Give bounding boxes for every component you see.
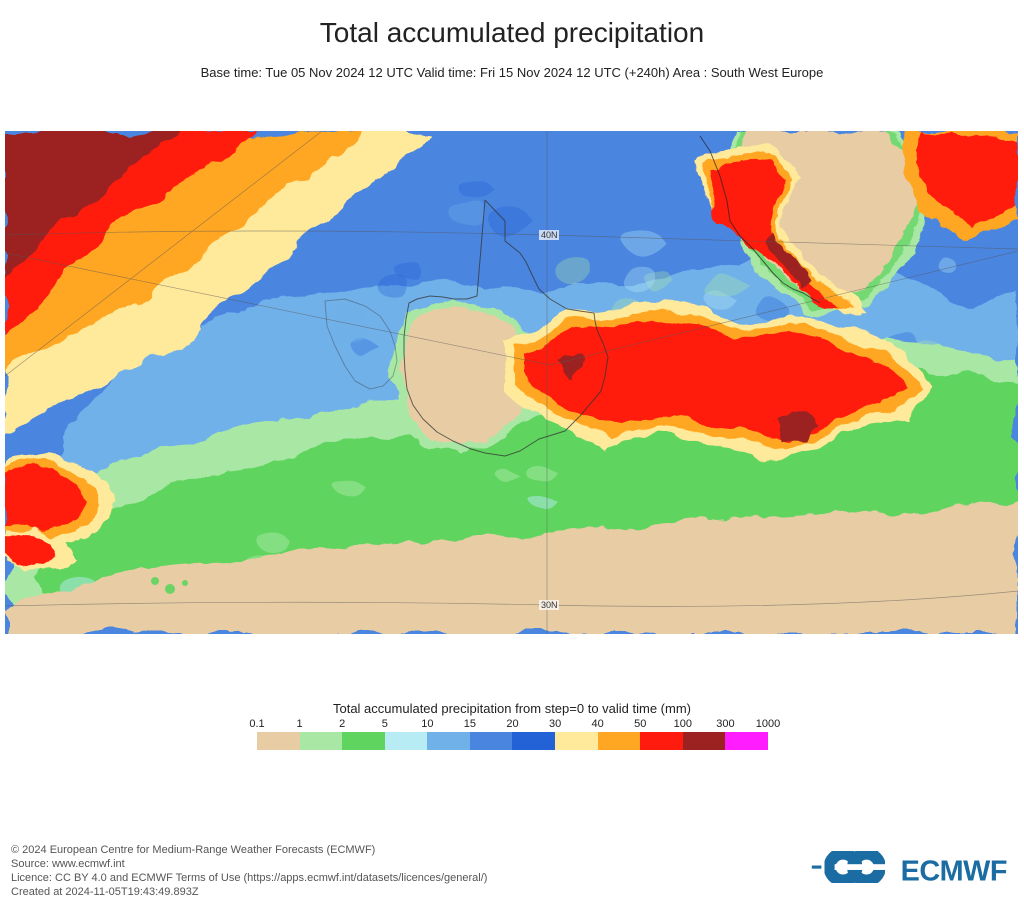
svg-text:30N: 30N [541, 600, 558, 610]
svg-text:40N: 40N [541, 230, 558, 240]
svg-text:ECMWF: ECMWF [901, 856, 1007, 888]
